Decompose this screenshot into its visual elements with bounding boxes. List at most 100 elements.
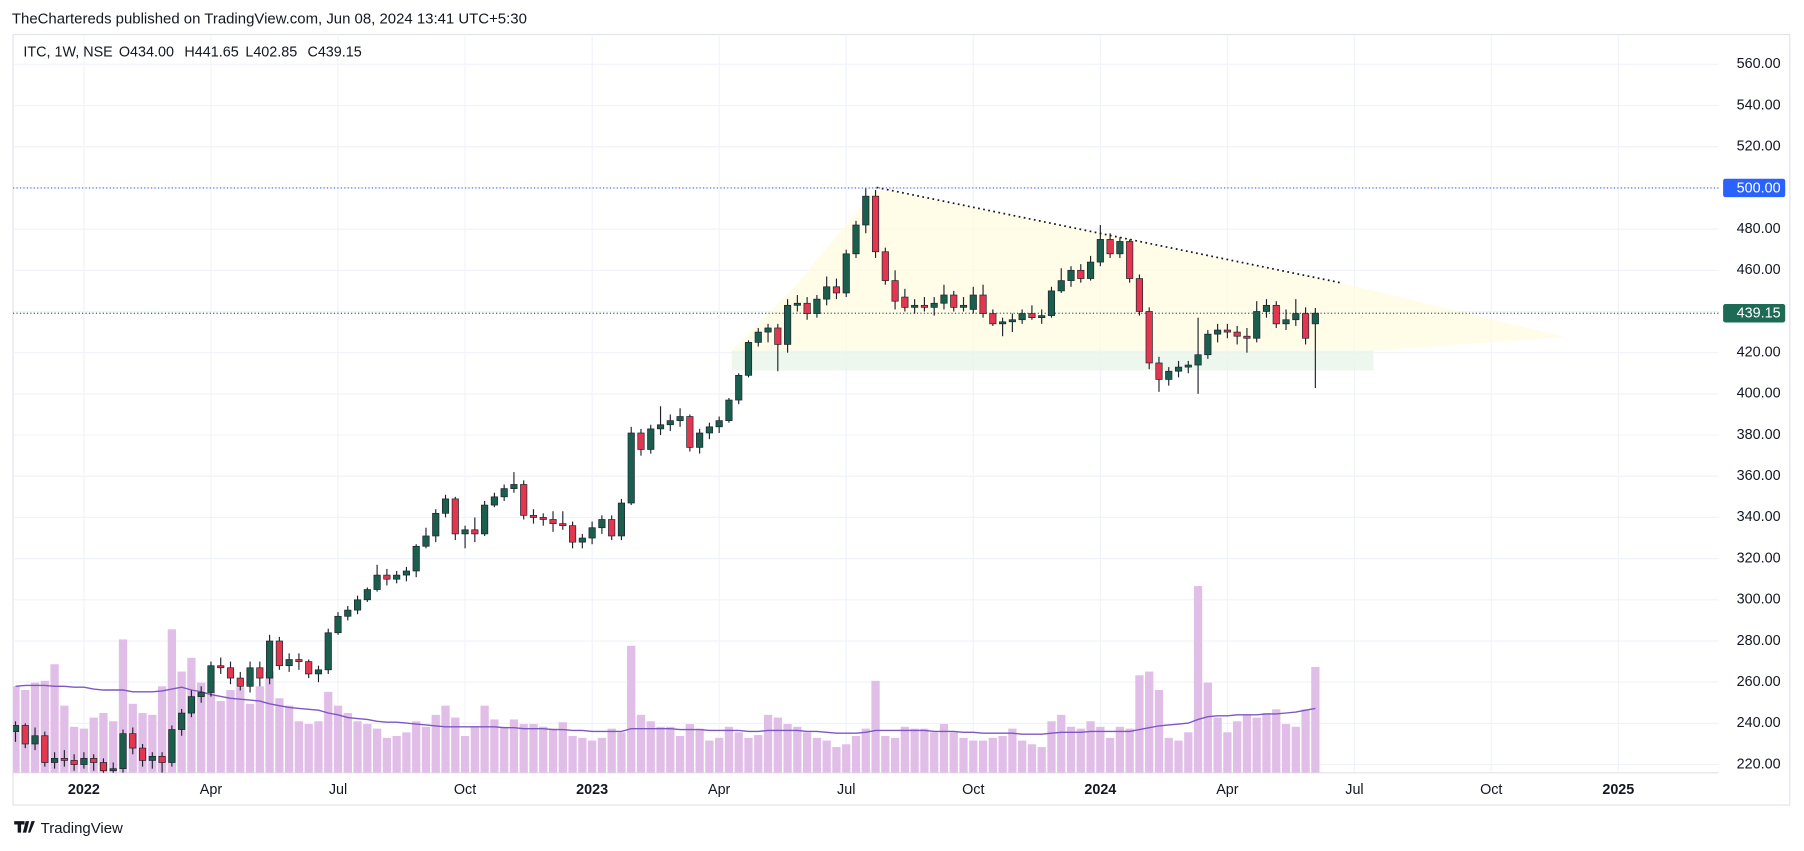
candle-body	[539, 517, 547, 520]
candle-body	[490, 496, 498, 506]
volume-bar	[842, 744, 851, 773]
candle-body	[168, 729, 176, 763]
volume-bar	[255, 686, 264, 773]
candle-body	[940, 294, 948, 304]
support-zone	[731, 350, 1374, 371]
candle-body	[481, 504, 489, 535]
candle-body	[1008, 319, 1016, 323]
candle-body	[1272, 304, 1280, 325]
candle-body	[920, 304, 928, 308]
y-tick-label: 520.00	[1737, 139, 1781, 155]
volume-bar	[1008, 728, 1017, 773]
brand: TradingView	[41, 820, 123, 837]
candle-body	[725, 399, 733, 421]
volume-bar	[969, 740, 978, 773]
symbol: ITC, 1W, NSE	[23, 45, 112, 61]
candle-body	[1165, 370, 1173, 380]
volume-bar	[353, 721, 362, 773]
candle-body	[90, 758, 98, 763]
volume-bar	[500, 726, 509, 773]
candle-body	[754, 331, 762, 343]
volume-bar	[402, 732, 411, 773]
candle-body	[1214, 329, 1222, 335]
volume-bar	[79, 728, 89, 773]
candle-body	[236, 677, 244, 687]
candle-body	[334, 615, 342, 634]
volume-bar	[451, 717, 460, 773]
legend-low: L402.85	[245, 45, 297, 61]
volume-bar	[1193, 586, 1203, 773]
volume-bar	[245, 703, 255, 773]
candle-body	[402, 570, 410, 576]
candle-body	[1038, 315, 1046, 319]
volume-bar	[529, 724, 538, 773]
candle-body	[793, 302, 801, 306]
candle-body	[158, 755, 166, 763]
brand-logo	[14, 821, 35, 833]
volume-ma-line	[15, 684, 1316, 735]
volume-bar	[1066, 726, 1076, 773]
triangle-pattern	[731, 187, 1565, 351]
candle-body	[256, 667, 264, 679]
candle-body	[647, 428, 655, 450]
candle-body	[60, 758, 68, 761]
volume-bar	[1057, 714, 1066, 773]
candle-body	[1262, 304, 1271, 312]
volume-bar	[392, 736, 401, 773]
candle-body	[774, 327, 782, 345]
y-tick-label: 300.00	[1737, 592, 1781, 608]
x-tick-label: 2022	[68, 782, 100, 798]
volume-bar	[372, 728, 382, 773]
volume-bar	[157, 686, 167, 773]
candle-body	[285, 659, 293, 667]
candle-body	[930, 302, 938, 308]
volume-bar	[1272, 709, 1281, 773]
volume-bar	[460, 736, 470, 773]
volume-bar	[861, 728, 870, 773]
volume-bar	[1184, 732, 1193, 773]
y-tick-label: 560.00	[1737, 56, 1781, 72]
candle-body	[598, 519, 606, 529]
candle-body	[197, 692, 205, 697]
candle-body	[1135, 278, 1143, 312]
footer: TradingView	[14, 820, 123, 837]
volume-bar	[431, 714, 440, 773]
axis-labels: 220.00 240.00 260.00 280.00 300.00 320.00 340.…	[68, 56, 1786, 798]
candle-body	[705, 426, 713, 434]
candle-body	[881, 251, 889, 281]
volume-bar	[744, 737, 753, 773]
candle-body	[314, 669, 323, 675]
candle-body	[842, 253, 850, 294]
x-tick-label: 2024	[1084, 782, 1116, 798]
volume-bar	[275, 698, 284, 773]
volume-bar	[1135, 675, 1144, 773]
candle-body	[1292, 313, 1300, 321]
volume-bar	[265, 671, 274, 773]
volume-bar	[226, 690, 235, 773]
candle-body	[569, 525, 577, 543]
candle-body	[549, 519, 557, 524]
volume-bar	[1037, 747, 1046, 773]
volume-bar	[685, 724, 694, 773]
candle-body	[441, 498, 450, 514]
candle-body	[1243, 335, 1251, 339]
price-label-box	[1723, 304, 1786, 323]
volume-bar	[197, 682, 206, 773]
volume-bar	[832, 747, 841, 773]
candle-body	[266, 640, 274, 679]
candle-body	[461, 529, 469, 535]
volume-bar	[881, 736, 890, 773]
volume-bar	[802, 732, 812, 773]
candle-body	[1204, 333, 1212, 356]
candle-body	[393, 574, 401, 580]
candle-body	[31, 735, 39, 745]
x-tick-label: Jul	[1345, 782, 1363, 798]
candle-body	[608, 519, 616, 537]
volume-bar	[871, 680, 880, 773]
candle-body	[832, 286, 841, 294]
candle-body	[666, 420, 674, 426]
candle-body	[246, 667, 254, 687]
candle-body	[1155, 362, 1163, 380]
volume-bar	[930, 732, 939, 773]
volume-bar	[998, 736, 1007, 773]
